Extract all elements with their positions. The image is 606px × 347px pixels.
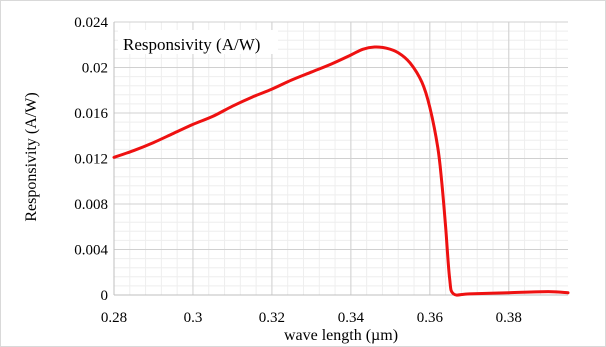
legend-box — [118, 30, 278, 54]
x-axis-title: wave length (µm) — [284, 327, 398, 344]
y-tick-label: 0 — [101, 288, 109, 304]
x-tick-label: 0.36 — [417, 310, 444, 326]
y-tick-label: 0.024 — [74, 15, 108, 31]
y-axis-title: Responsivity (A/W) — [23, 92, 40, 221]
x-tick-label: 0.38 — [496, 310, 522, 326]
y-tick-labels: 0 0.004 0.008 0.012 0.016 0.02 0.024 — [74, 15, 108, 304]
x-tick-labels: 0.28 0.3 0.32 0.34 0.36 0.38 — [101, 310, 522, 326]
x-tick-label: 0.3 — [184, 310, 203, 326]
y-tick-label: 0.012 — [74, 152, 108, 168]
y-tick-label: 0.016 — [74, 106, 108, 122]
x-tick-label: 0.32 — [259, 310, 285, 326]
x-tick-label: 0.28 — [101, 310, 127, 326]
y-tick-label: 0.004 — [74, 243, 108, 259]
x-tick-label: 0.34 — [338, 310, 365, 326]
series-line — [112, 45, 570, 297]
series-layer — [112, 45, 570, 297]
y-tick-label: 0.008 — [74, 197, 108, 213]
y-tick-label: 0.02 — [82, 61, 108, 77]
legend-label: Responsivity (A/W) — [123, 35, 260, 54]
legend: Responsivity (A/W) — [118, 30, 278, 54]
